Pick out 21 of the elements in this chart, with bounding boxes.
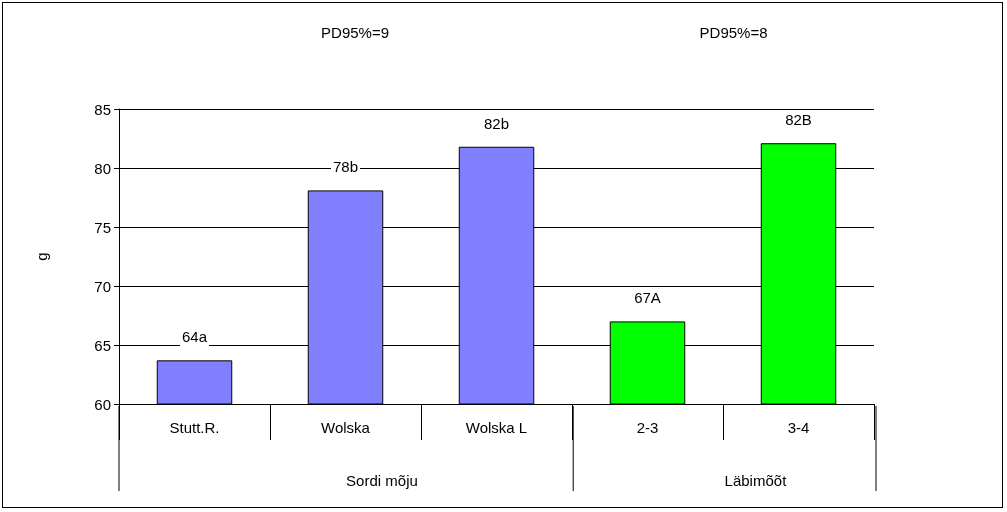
- data-label: 78b: [332, 158, 359, 176]
- data-label: 82B: [785, 111, 812, 129]
- x-tick-label: 3-4: [787, 419, 810, 436]
- y-tick-label: 80: [94, 159, 111, 177]
- text: Sordi mõju: [346, 472, 418, 489]
- y-axis-title: g: [33, 252, 50, 261]
- x-tick-label: 2-3: [636, 419, 659, 436]
- y-tick-label: 60: [94, 395, 111, 413]
- y-tick-label: 70: [94, 277, 111, 295]
- y-tick-label: 75: [94, 218, 111, 236]
- text: Läbimõõt: [724, 472, 788, 489]
- data-label: 67A: [634, 289, 661, 307]
- x-tick-label: Wolska L: [465, 419, 528, 436]
- data-label: 64a: [181, 328, 208, 346]
- text: PD95%=9: [321, 24, 390, 41]
- y-tick-label: 85: [94, 100, 111, 118]
- data-label: 82b: [483, 114, 510, 132]
- x-tick-label: Wolska: [321, 419, 371, 436]
- y-tick-label: 65: [94, 336, 111, 354]
- x-tick-label: Stutt.R.: [169, 419, 220, 436]
- text: PD95%=8: [699, 24, 768, 41]
